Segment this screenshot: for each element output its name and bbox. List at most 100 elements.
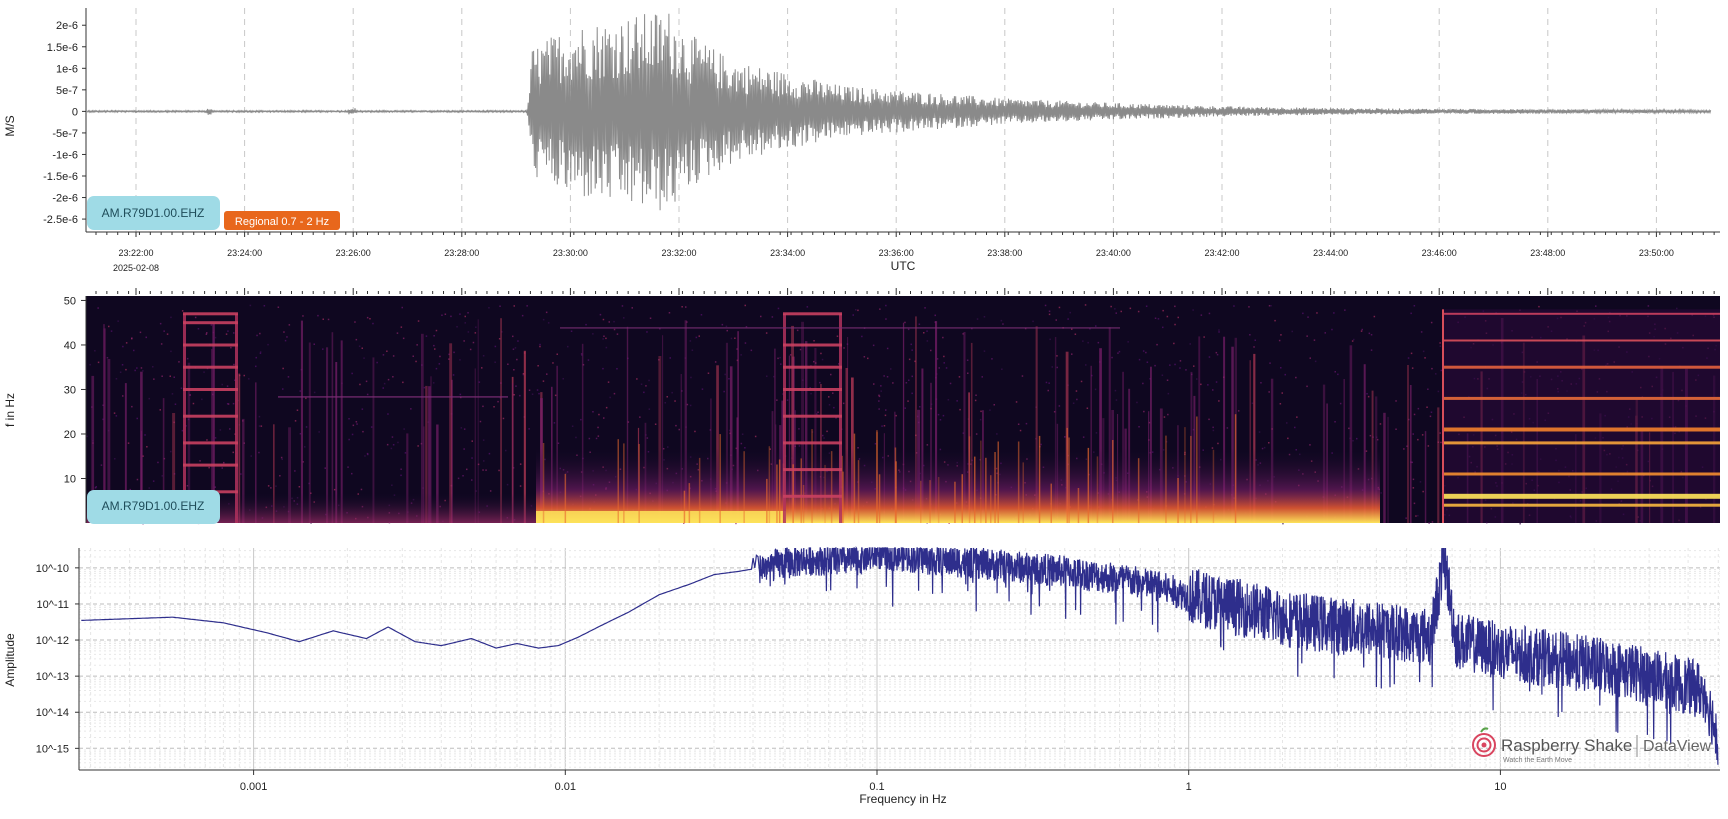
spectrogram-noise-cell	[263, 305, 266, 307]
spectrogram-noise-cell	[1440, 441, 1442, 444]
spectrogram-noise-cell	[1002, 323, 1004, 325]
spectrum-y-tick-label: 10^-13	[36, 671, 69, 683]
spectrogram-noise-cell	[1269, 362, 1271, 364]
spectrogram-noise-cell	[556, 353, 558, 355]
spectrogram-noise-cell	[592, 333, 594, 335]
spectrogram-noise-cell	[173, 473, 176, 475]
spectrogram-event-streak	[997, 441, 999, 523]
spectrogram-noise-cell	[595, 437, 598, 440]
spectrogram-noise-cell	[580, 353, 583, 355]
spectrogram-noise-cell	[359, 383, 361, 386]
spectrogram-noise-cell	[1424, 357, 1426, 359]
spectrogram-noise-cell	[885, 318, 887, 320]
spectrogram-noise-cell	[1087, 341, 1089, 344]
ladder-harmonic	[783, 414, 842, 418]
spectrogram-noise-cell	[735, 522, 737, 525]
spectrogram-noise-cell	[1082, 340, 1084, 342]
waveform-x-ticks: 23:22:00 23:24:00 23:26:00 23:28:00 23:30:00…	[95, 232, 1715, 258]
spectrogram-noise-cell	[1189, 343, 1191, 345]
spectrogram-noise-cell	[726, 329, 728, 332]
spectrum-x-tick-label: 0.1	[869, 781, 884, 793]
spectrogram-noise-cell	[129, 488, 131, 491]
spectrogram-noise-cell	[478, 381, 481, 383]
spectrogram-noise-cell	[259, 352, 262, 354]
spectrogram-noise-cell	[142, 455, 144, 457]
spectrogram-burst-streak	[255, 382, 257, 523]
spectrogram-noise-cell	[1015, 401, 1018, 403]
spectrogram-noise-cell	[1375, 436, 1378, 438]
spectrogram-noise-cell	[646, 437, 649, 439]
spectrogram-noise-cell	[546, 373, 548, 375]
spectrogram-noise-cell	[282, 367, 284, 370]
spectrogram-noise-cell	[100, 464, 103, 466]
spectrogram-noise-cell	[1137, 310, 1140, 313]
spectrogram-noise-cell	[602, 318, 605, 321]
spectrogram-noise-cell	[914, 360, 916, 363]
spectrogram-noise-cell	[646, 331, 648, 333]
spectrogram-noise-cell	[1309, 357, 1311, 359]
spectrogram-noise-cell	[390, 447, 393, 450]
spectrogram-noise-cell	[102, 404, 104, 406]
ladder-harmonic	[783, 468, 842, 472]
spectrogram-noise-cell	[531, 393, 534, 395]
spectrogram-burst-streak	[556, 365, 558, 523]
spectrogram-noise-cell	[1676, 307, 1678, 310]
spectrogram-noise-cell	[740, 354, 742, 356]
spectrogram-noise-cell	[1647, 305, 1650, 307]
spectrogram-event-streak	[974, 456, 976, 523]
spectrogram-noise-cell	[351, 372, 353, 375]
spectrogram-noise-cell	[1417, 438, 1419, 441]
spectrogram-noise-cell	[691, 349, 694, 351]
spectrogram-noise-cell	[364, 455, 366, 457]
spectrogram-noise-cell	[127, 442, 130, 444]
spectrogram-noise-cell	[1370, 334, 1373, 336]
spectrogram-noise-cell	[1217, 442, 1219, 445]
spectrogram-noise-cell	[996, 433, 998, 435]
spectrogram-noise-cell	[658, 359, 660, 361]
spectrogram-noise-cell	[771, 316, 774, 318]
spectrogram-noise-cell	[603, 417, 605, 419]
spectrogram-noise-cell	[562, 378, 564, 380]
spectrogram-noise-cell	[433, 344, 435, 347]
spectrogram-noise-cell	[1072, 402, 1075, 404]
spectrogram-noise-cell	[433, 335, 435, 337]
spectrogram-noise-cell	[1417, 514, 1419, 517]
spectrogram-noise-cell	[482, 355, 485, 357]
spectrogram-event-streak	[1190, 435, 1192, 523]
spectrogram-noise-cell	[1356, 437, 1358, 440]
spectrogram-noise-cell	[1000, 319, 1003, 322]
spectrogram-noise-cell	[983, 350, 986, 352]
spectrogram-event-streak	[980, 440, 982, 523]
ladder-harmonic	[183, 388, 238, 391]
spectrogram-noise-cell	[521, 314, 524, 317]
spectrogram-noise-cell	[734, 337, 736, 339]
spectrogram-noise-cell	[883, 425, 886, 427]
spectrogram-noise-cell	[918, 323, 921, 325]
spectrogram-noise-cell	[669, 357, 671, 359]
spectrogram-burst-streak	[658, 356, 662, 523]
spectrogram-noise-cell	[1169, 364, 1171, 366]
waveform-x-tick-label: 23:30:00	[553, 248, 588, 258]
spectrogram-noise-cell	[608, 321, 610, 323]
spectrogram-noise-cell	[816, 413, 818, 415]
spectrogram-noise-cell	[481, 367, 483, 369]
spectrogram-noise-cell	[119, 371, 122, 373]
spectrogram-event-streak	[743, 451, 745, 523]
spectrogram-noise-cell	[97, 307, 99, 309]
spectrogram-y-ticks: 50 40 30 20 10	[64, 295, 86, 485]
spectrogram-noise-cell	[1117, 352, 1119, 354]
spectrogram-noise-cell	[873, 383, 875, 385]
spectrogram-noise-cell	[1314, 360, 1317, 363]
spectrogram-noise-cell	[299, 433, 302, 435]
spectrogram-noise-cell	[400, 474, 402, 477]
spectrogram-noise-cell	[226, 385, 229, 387]
spectrogram-noise-cell	[934, 314, 936, 317]
spectrogram-noise-cell	[686, 403, 689, 406]
spectrogram-noise-cell	[754, 435, 757, 438]
spectrogram-burst-streak	[1409, 385, 1412, 523]
spectrogram-noise-cell	[1082, 436, 1085, 438]
spectrogram-noise-cell	[517, 340, 519, 342]
spectrogram-noise-cell	[1154, 364, 1156, 367]
spectrogram-noise-cell	[288, 324, 291, 326]
spectrogram-event-streak	[800, 458, 802, 523]
